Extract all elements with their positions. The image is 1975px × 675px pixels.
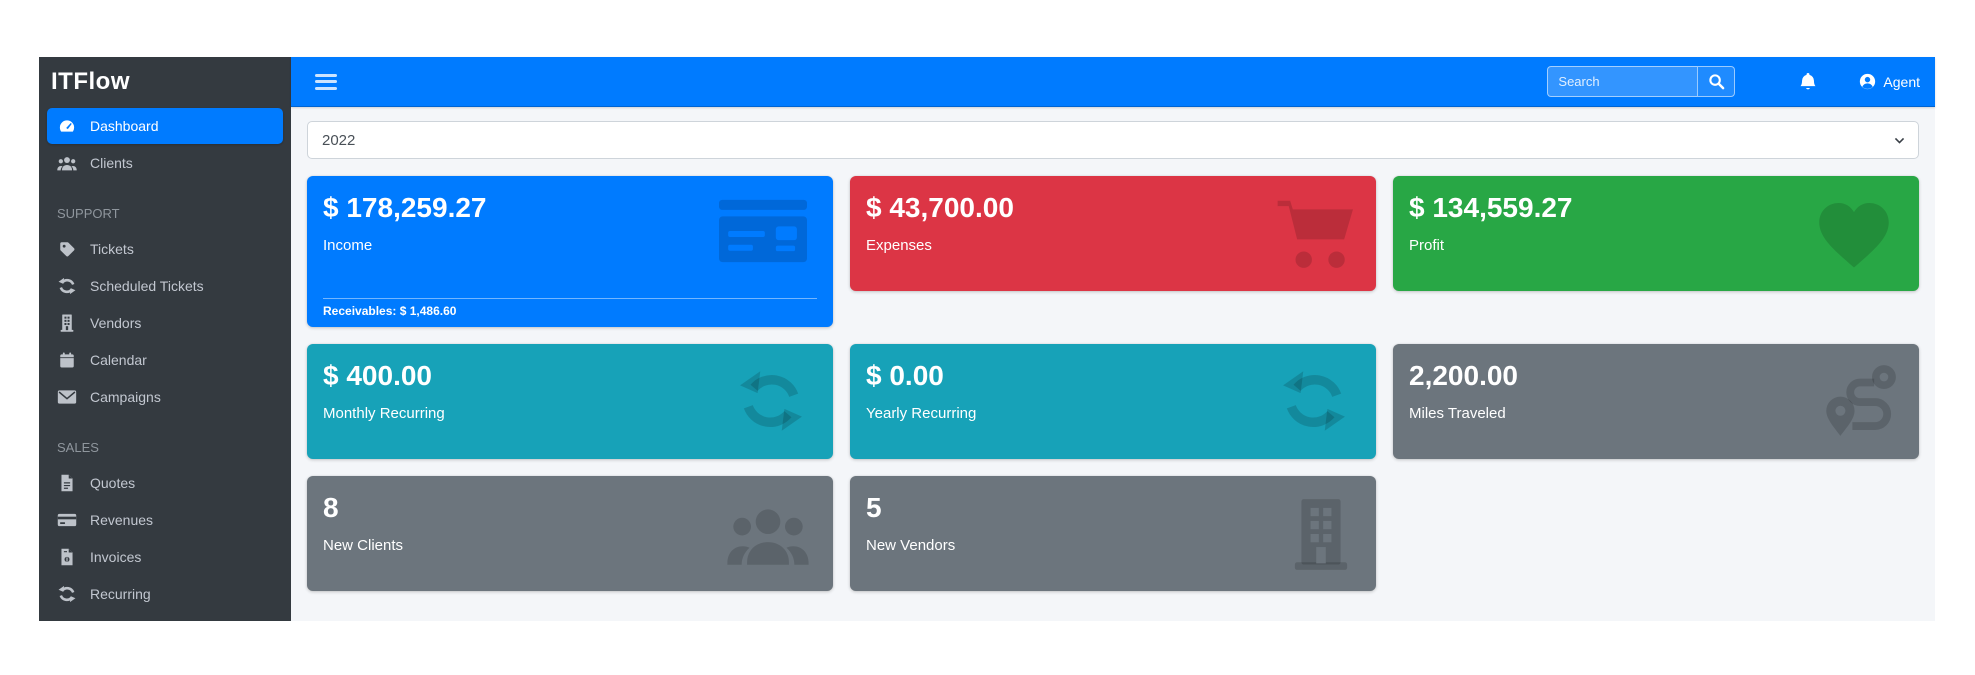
sidebar-item-label: Invoices — [90, 549, 142, 565]
sidebar-item-tickets[interactable]: Tickets — [47, 231, 283, 267]
sidebar-section-sales: SALES — [57, 439, 99, 455]
stat-cards-row-3: 8 New Clients 5 New Vendors — [307, 476, 1919, 591]
sidebar-item-recurring[interactable]: Recurring — [47, 576, 283, 612]
user-circle-icon — [1859, 73, 1876, 90]
stat-card-expenses[interactable]: $ 43,700.00 Expenses — [850, 176, 1376, 291]
sidebar-item-calendar[interactable]: Calendar — [47, 342, 283, 378]
sidebar-item-revenues[interactable]: Revenues — [47, 502, 283, 538]
stat-value: $ 0.00 — [866, 360, 944, 391]
tag-icon — [57, 240, 77, 258]
stat-card-new-vendors[interactable]: 5 New Vendors — [850, 476, 1376, 591]
sidebar-item-label: Vendors — [90, 315, 142, 331]
menu-toggle-button[interactable] — [315, 73, 337, 90]
route-icon — [1823, 364, 1897, 438]
sidebar-item-label: Calendar — [90, 352, 147, 368]
stat-value: 2,200.00 — [1409, 360, 1518, 391]
stat-value: $ 178,259.27 — [323, 192, 487, 223]
stat-label: Profit — [1409, 236, 1445, 254]
credit-card-icon — [57, 511, 77, 529]
file-alt-icon — [57, 474, 77, 492]
user-menu-label: Agent — [1883, 73, 1920, 90]
stat-label: Monthly Recurring — [323, 404, 445, 422]
sidebar-item-quotes[interactable]: Quotes — [47, 465, 283, 501]
stat-value: $ 400.00 — [323, 360, 432, 391]
year-select[interactable]: 2022 — [307, 121, 1919, 159]
stat-label: New Vendors — [866, 536, 956, 554]
sidebar-item-campaigns[interactable]: Campaigns — [47, 379, 283, 415]
sidebar-item-label: Tickets — [90, 241, 134, 257]
sidebar-item-clients[interactable]: Clients — [47, 145, 283, 181]
app-window: ITFlow Dashboard Clients SUPPORT Ti — [39, 57, 1935, 621]
stat-label: New Clients — [323, 536, 404, 554]
sidebar-item-vendors[interactable]: Vendors — [47, 305, 283, 341]
sidebar-item-invoices[interactable]: Invoices — [47, 539, 283, 575]
file-invoice-dollar-icon — [57, 548, 77, 566]
sync-icon — [57, 277, 77, 295]
content-area: 2022 $ 178,259.27 Income Receivables: $ — [291, 107, 1935, 621]
envelope-icon — [57, 388, 77, 406]
sync-icon — [57, 585, 77, 603]
shopping-cart-icon — [1276, 195, 1354, 273]
top-navbar: Agent — [291, 57, 1935, 107]
navbar-search — [1547, 66, 1736, 97]
stat-card-miles-traveled[interactable]: 2,200.00 Miles Traveled — [1393, 344, 1919, 459]
sidebar-section-support: SUPPORT — [57, 205, 120, 221]
brand-title: ITFlow — [51, 68, 130, 95]
sync-icon — [733, 368, 809, 434]
stat-label: Miles Traveled — [1409, 404, 1506, 422]
calendar-icon — [57, 351, 77, 369]
notifications-button[interactable] — [1797, 71, 1819, 93]
bars-icon — [315, 73, 337, 77]
search-button[interactable] — [1697, 66, 1736, 97]
stat-label: Income — [323, 236, 373, 254]
stat-footer: Receivables: $ 1,486.60 — [323, 298, 817, 327]
stat-value: $ 43,700.00 — [866, 192, 1014, 223]
sidebar-item-label: Quotes — [90, 475, 136, 491]
stat-cards-row-1: $ 178,259.27 Income Receivables: $ 1,486… — [307, 176, 1919, 327]
sync-icon — [1276, 368, 1352, 434]
brand-link[interactable]: ITFlow — [39, 57, 291, 107]
search-input[interactable] — [1547, 66, 1698, 97]
sidebar-item-scheduled-tickets[interactable]: Scheduled Tickets — [47, 268, 283, 304]
stat-card-income[interactable]: $ 178,259.27 Income Receivables: $ 1,486… — [307, 176, 833, 327]
stat-card-yearly-recurring[interactable]: $ 0.00 Yearly Recurring — [850, 344, 1376, 459]
stat-card-profit[interactable]: $ 134,559.27 Profit — [1393, 176, 1919, 291]
sidebar-item-label: Recurring — [90, 586, 151, 602]
sidebar-nav: Dashboard Clients SUPPORT Tickets Sched — [39, 107, 291, 621]
sidebar-item-label: Campaigns — [90, 389, 161, 405]
money-check-icon — [717, 198, 809, 264]
sidebar-item-label: Clients — [90, 155, 133, 171]
magnifier-icon — [1708, 73, 1725, 90]
sidebar-item-label: Revenues — [90, 512, 154, 528]
stat-card-monthly-recurring[interactable]: $ 400.00 Monthly Recurring — [307, 344, 833, 459]
stat-card-new-clients[interactable]: 8 New Clients — [307, 476, 833, 591]
heart-icon — [1813, 198, 1895, 270]
sidebar: ITFlow Dashboard Clients SUPPORT Ti — [39, 57, 291, 621]
stat-cards-row-2: $ 400.00 Monthly Recurring $ 0.00 Yearly… — [307, 344, 1919, 459]
user-menu[interactable]: Agent — [1859, 73, 1920, 90]
bell-icon — [1799, 71, 1817, 92]
building-icon — [1292, 497, 1350, 571]
stat-value: $ 134,559.27 — [1409, 192, 1573, 223]
stat-label: Yearly Recurring — [866, 404, 977, 422]
building-icon — [57, 314, 77, 332]
users-icon — [723, 502, 813, 566]
stat-value: 8 — [323, 492, 339, 523]
sidebar-item-dashboard[interactable]: Dashboard — [47, 108, 283, 144]
tachometer-icon — [57, 117, 77, 135]
sidebar-item-label: Dashboard — [90, 118, 159, 134]
stat-value: 5 — [866, 492, 882, 523]
sidebar-item-label: Scheduled Tickets — [90, 278, 204, 294]
stat-label: Expenses — [866, 236, 932, 254]
users-icon — [57, 154, 77, 172]
